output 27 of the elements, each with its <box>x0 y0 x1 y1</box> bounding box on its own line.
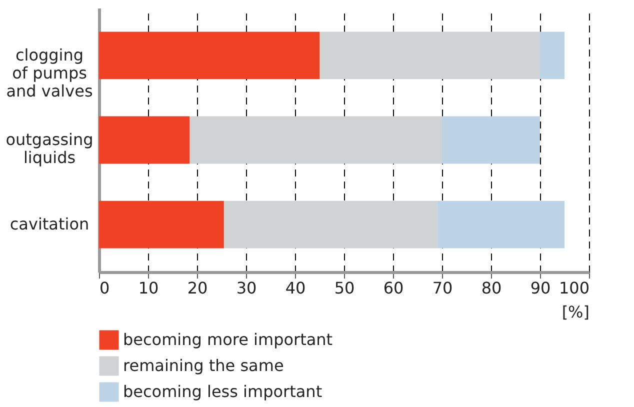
bar <box>224 200 438 248</box>
bar <box>320 32 540 80</box>
bar <box>99 116 190 164</box>
legend-label: remaining the same <box>123 356 284 375</box>
x-tick-label: 40 <box>285 278 306 298</box>
x-tick-label: 10 <box>138 278 159 298</box>
bar <box>442 116 540 164</box>
y-tick-label: clogging of pumps and valves <box>6 45 93 100</box>
legend-label: becoming more important <box>123 330 333 349</box>
bar <box>99 200 224 248</box>
bar <box>190 116 442 164</box>
x-tick-label: 80 <box>481 278 502 298</box>
legend-label: becoming less important <box>123 382 322 401</box>
x-tick-label: 0 <box>100 278 110 298</box>
x-tick-label: 50 <box>334 278 355 298</box>
x-tick-label: 100 <box>558 278 590 298</box>
x-tick-label: 20 <box>187 278 208 298</box>
bar <box>540 32 564 80</box>
x-tick-label: 30 <box>236 278 257 298</box>
x-tick-label: 60 <box>383 278 404 298</box>
bar <box>437 200 564 248</box>
x-axis-title: [%] <box>562 302 590 322</box>
x-tick-label: 70 <box>432 278 453 298</box>
x-tick-label: 90 <box>530 278 551 298</box>
y-tick-label: outgassing liquids <box>6 130 94 167</box>
y-tick-label: cavitation <box>10 214 90 234</box>
bar <box>99 32 320 80</box>
